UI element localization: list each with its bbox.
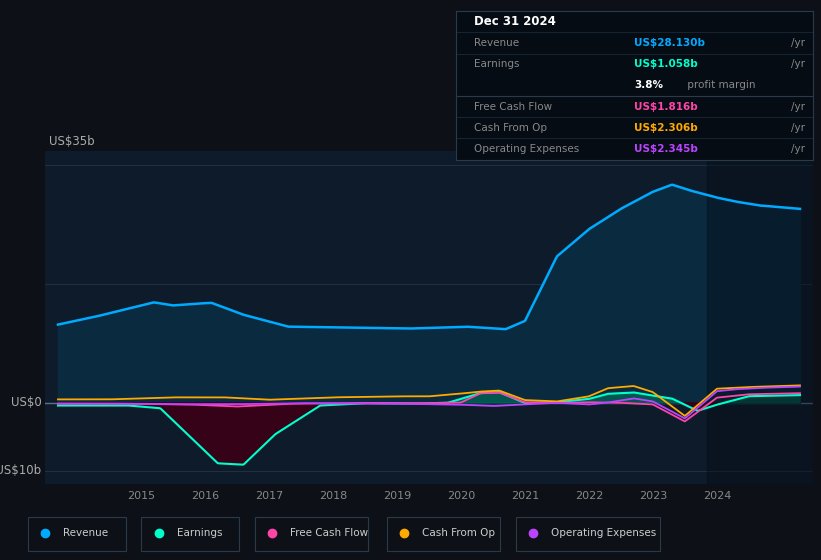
Text: 2017: 2017 — [255, 491, 283, 501]
Text: Cash From Op: Cash From Op — [474, 123, 547, 133]
Text: Revenue: Revenue — [474, 38, 519, 48]
Text: Free Cash Flow: Free Cash Flow — [474, 101, 552, 111]
Text: 2020: 2020 — [447, 491, 475, 501]
Bar — [707, 151, 813, 484]
Text: /yr: /yr — [791, 101, 805, 111]
Text: Operating Expenses: Operating Expenses — [551, 529, 656, 538]
Text: 2016: 2016 — [191, 491, 219, 501]
Text: -US$10b: -US$10b — [0, 464, 41, 477]
Text: 2018: 2018 — [319, 491, 347, 501]
Text: /yr: /yr — [791, 59, 805, 69]
Text: profit margin: profit margin — [684, 81, 755, 90]
Text: US$2.306b: US$2.306b — [635, 123, 698, 133]
Text: 2024: 2024 — [703, 491, 731, 501]
Text: US$0: US$0 — [11, 396, 41, 409]
Text: /yr: /yr — [791, 38, 805, 48]
Text: US$1.058b: US$1.058b — [635, 59, 698, 69]
Text: Cash From Op: Cash From Op — [422, 529, 495, 538]
Text: 2022: 2022 — [575, 491, 603, 501]
Text: US$35b: US$35b — [49, 135, 94, 148]
Text: 2019: 2019 — [383, 491, 411, 501]
Text: Dec 31 2024: Dec 31 2024 — [474, 15, 555, 29]
Text: US$2.345b: US$2.345b — [635, 144, 698, 154]
Text: 3.8%: 3.8% — [635, 81, 663, 90]
Text: Operating Expenses: Operating Expenses — [474, 144, 579, 154]
Text: Earnings: Earnings — [177, 529, 222, 538]
Text: US$1.816b: US$1.816b — [635, 101, 698, 111]
Text: US$28.130b: US$28.130b — [635, 38, 705, 48]
Text: 2021: 2021 — [511, 491, 539, 501]
Text: Free Cash Flow: Free Cash Flow — [290, 529, 368, 538]
Text: 2023: 2023 — [639, 491, 667, 501]
Text: Earnings: Earnings — [474, 59, 519, 69]
Text: /yr: /yr — [791, 144, 805, 154]
Text: Revenue: Revenue — [63, 529, 108, 538]
Text: /yr: /yr — [791, 123, 805, 133]
Text: 2015: 2015 — [127, 491, 155, 501]
